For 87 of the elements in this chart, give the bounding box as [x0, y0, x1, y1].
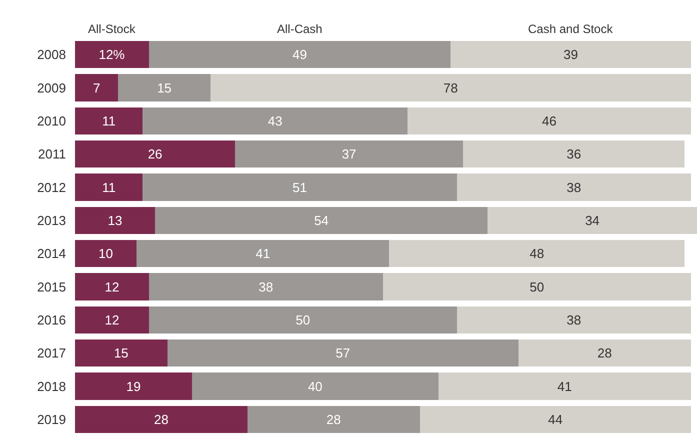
bar	[75, 206, 156, 234]
data-label: 28	[597, 346, 612, 361]
bar	[382, 273, 691, 300]
bar	[75, 74, 118, 102]
data-label: 10	[98, 246, 114, 262]
data-label: 50	[530, 279, 544, 294]
y-tick-label: 2018	[37, 378, 66, 394]
data-label: 41	[557, 378, 572, 394]
bar	[75, 107, 143, 135]
data-label: 11	[102, 180, 116, 195]
data-label: 41	[256, 246, 270, 262]
bar	[148, 40, 451, 68]
bar	[155, 206, 488, 234]
data-label: 13	[108, 212, 122, 228]
data-label: 15	[157, 80, 172, 96]
y-tick-label: 2014	[37, 246, 66, 262]
bar	[148, 306, 457, 334]
data-label: 40	[308, 378, 322, 394]
data-label: 26	[148, 146, 162, 162]
data-label: 28	[326, 412, 341, 427]
bar	[75, 372, 192, 400]
data-label: 38	[566, 180, 582, 195]
data-label: 38	[258, 279, 274, 294]
y-tick-label: 2010	[37, 113, 66, 128]
bar	[247, 406, 420, 434]
bar	[450, 40, 691, 68]
y-tick-label: 2017	[37, 346, 66, 361]
data-label: 44	[548, 412, 563, 427]
data-label: 12	[104, 279, 120, 294]
data-label: 15	[114, 346, 128, 361]
data-label: 46	[542, 113, 556, 128]
data-label: 28	[154, 412, 168, 427]
data-label: 57	[336, 346, 350, 361]
data-label: 43	[268, 113, 282, 128]
bar	[136, 240, 390, 268]
bar	[75, 306, 149, 334]
y-tick-label: 2011	[38, 146, 66, 162]
series-label: Cash and Stock	[528, 22, 614, 36]
bar	[389, 240, 685, 268]
data-label: 12	[104, 312, 120, 328]
bar	[518, 339, 691, 367]
bar	[75, 140, 236, 168]
bar	[75, 240, 137, 268]
data-label: 19	[126, 378, 141, 394]
y-tick-label: 2009	[37, 80, 66, 96]
bar	[438, 372, 691, 400]
data-label: 38	[566, 312, 582, 328]
data-label: 36	[566, 146, 582, 162]
bar	[142, 107, 408, 135]
bar	[420, 406, 691, 434]
y-tick-label: 2013	[37, 212, 66, 228]
y-tick-label: 2008	[37, 47, 66, 62]
data-label: 39	[564, 47, 578, 62]
y-tick-label: 2015	[37, 279, 66, 294]
bar	[167, 339, 518, 367]
bar	[75, 40, 149, 68]
bar	[210, 74, 691, 102]
bar	[456, 306, 691, 334]
data-label: 34	[585, 212, 600, 228]
data-label: 12%	[98, 47, 126, 62]
bar	[235, 140, 463, 168]
bar	[75, 339, 168, 367]
data-label: 50	[296, 312, 310, 328]
bar	[75, 273, 149, 300]
data-label: 51	[292, 180, 308, 195]
bar	[488, 206, 697, 234]
bar	[408, 107, 691, 135]
data-label: 49	[292, 47, 308, 62]
data-label: 54	[314, 212, 329, 228]
bar	[142, 174, 457, 201]
bar	[75, 174, 143, 201]
data-label: 37	[342, 146, 356, 162]
y-tick-label: 2016	[37, 312, 66, 328]
y-tick-label: 2012	[37, 180, 66, 195]
y-tick-label: 2019	[37, 412, 66, 427]
data-label: 7	[92, 80, 100, 96]
series-label: All-Stock	[88, 22, 136, 36]
bar	[456, 174, 691, 201]
bar	[118, 74, 210, 102]
series-label: All-Cash	[277, 22, 322, 36]
bar	[148, 273, 383, 300]
data-label: 11	[102, 113, 116, 128]
bar	[192, 372, 438, 400]
data-label: 78	[443, 80, 458, 96]
data-label: 48	[530, 246, 544, 262]
bar	[462, 140, 685, 168]
bar	[75, 406, 248, 434]
